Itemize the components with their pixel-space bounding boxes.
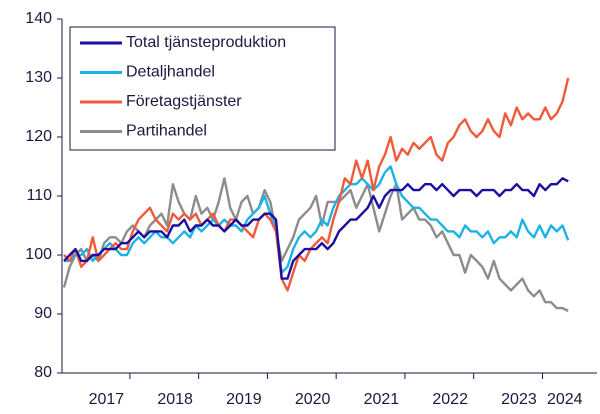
x-tick-label: 2018 bbox=[157, 391, 193, 408]
y-tick-label: 120 bbox=[25, 128, 52, 145]
line-series bbox=[63, 77, 570, 292]
x-tick-label: 2024 bbox=[547, 391, 583, 408]
x-tick-label: 2021 bbox=[364, 391, 400, 408]
y-tick-label: 140 bbox=[25, 10, 52, 27]
x-tick-label: 2022 bbox=[432, 391, 468, 408]
line-series bbox=[64, 165, 570, 274]
legend-label: Företagstjänster bbox=[126, 93, 242, 110]
y-tick-label: 80 bbox=[34, 364, 52, 381]
x-tick-label: 2019 bbox=[226, 391, 262, 408]
y-tick-label: 110 bbox=[26, 187, 52, 204]
line-series bbox=[62, 177, 569, 313]
legend-label: Total tjänsteproduktion bbox=[126, 34, 286, 51]
line-series bbox=[63, 177, 569, 280]
x-tick-label: 2020 bbox=[295, 391, 331, 408]
x-tick-label: 2023 bbox=[501, 391, 537, 408]
y-tick-label: 130 bbox=[25, 69, 52, 86]
y-tick-label: 90 bbox=[34, 305, 52, 322]
y-tick-label: 100 bbox=[25, 246, 52, 263]
x-tick-label: 2017 bbox=[89, 391, 125, 408]
legend-label: Partihandel bbox=[126, 123, 207, 140]
legend-label: Detaljhandel bbox=[126, 64, 215, 81]
legend-box bbox=[69, 26, 336, 151]
